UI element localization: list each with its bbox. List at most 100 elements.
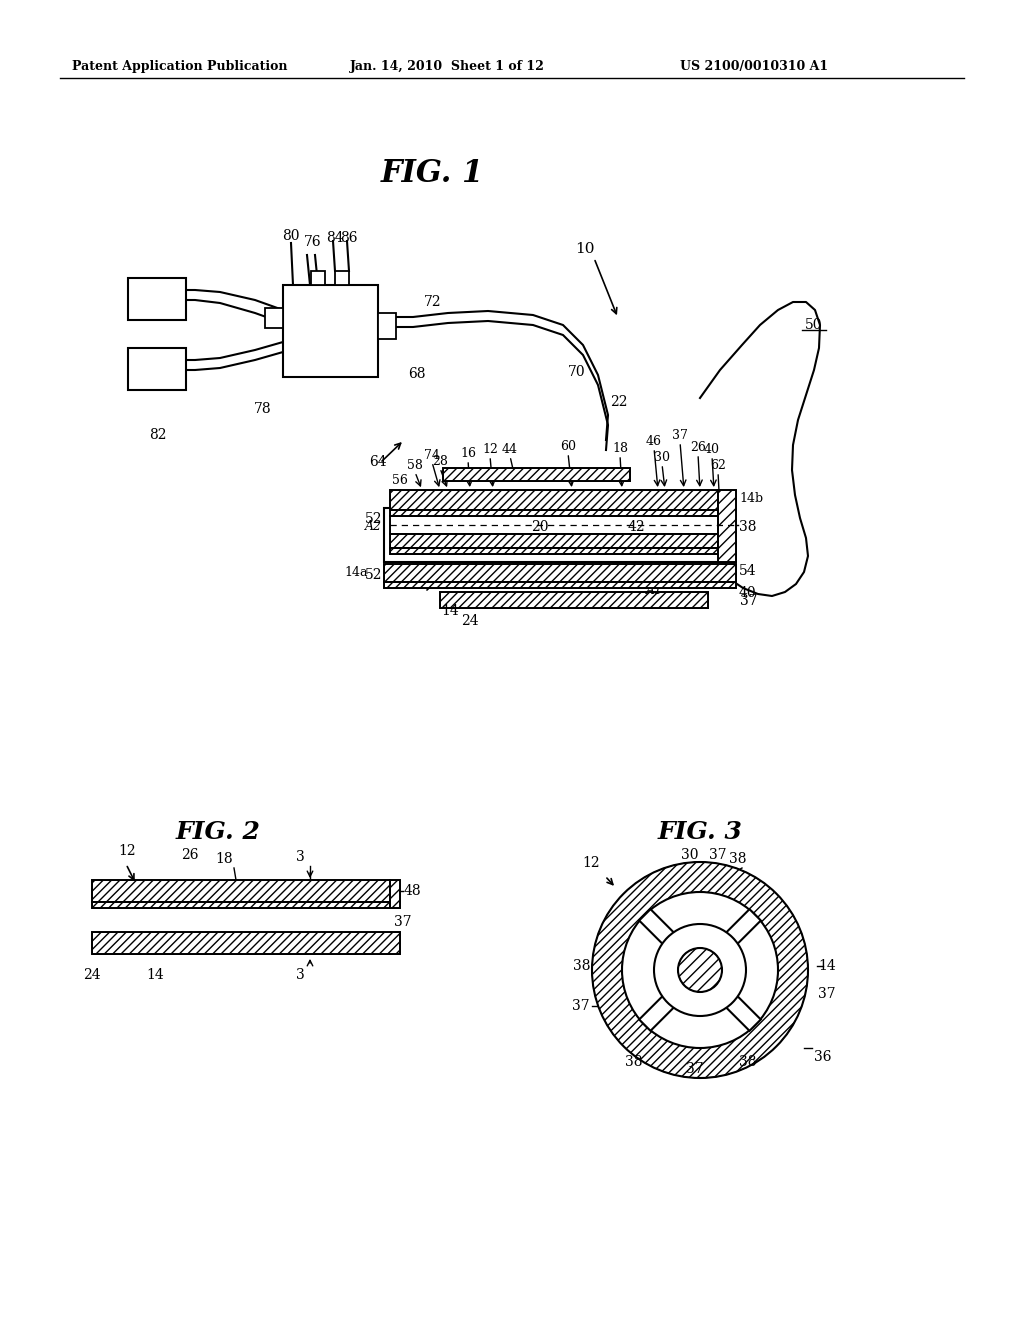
Bar — [128, 279, 186, 319]
Text: 60: 60 — [560, 440, 575, 453]
Text: 37: 37 — [394, 915, 412, 929]
Bar — [128, 348, 186, 389]
Bar — [384, 564, 736, 582]
Bar — [92, 932, 400, 954]
Text: 50: 50 — [805, 318, 822, 333]
Text: 14: 14 — [818, 960, 836, 973]
Text: A1: A1 — [646, 583, 663, 597]
Text: 37: 37 — [686, 1063, 703, 1076]
Text: 78: 78 — [254, 403, 271, 416]
Text: Patent Application Publication: Patent Application Publication — [72, 59, 288, 73]
Text: 72: 72 — [424, 294, 441, 309]
Text: 30: 30 — [654, 451, 670, 465]
Circle shape — [592, 862, 808, 1078]
Bar — [335, 271, 349, 285]
Bar — [92, 902, 390, 908]
Text: 37: 37 — [672, 429, 688, 442]
Text: 58: 58 — [408, 459, 423, 473]
Bar — [390, 548, 718, 554]
Bar — [390, 548, 718, 554]
Text: 82: 82 — [150, 428, 167, 442]
Bar — [283, 285, 378, 378]
Text: 46: 46 — [646, 436, 662, 447]
Bar — [390, 880, 400, 908]
Text: 64: 64 — [370, 455, 387, 469]
Text: 40: 40 — [705, 444, 720, 455]
Text: 68: 68 — [408, 367, 426, 381]
Text: 12: 12 — [482, 444, 498, 455]
Text: 52: 52 — [365, 512, 382, 525]
Bar — [311, 271, 325, 285]
Text: 18: 18 — [215, 851, 232, 866]
Text: 18: 18 — [612, 442, 628, 455]
Text: 38: 38 — [626, 1055, 643, 1069]
Text: Jan. 14, 2010  Sheet 1 of 12: Jan. 14, 2010 Sheet 1 of 12 — [350, 59, 545, 73]
Bar — [390, 490, 718, 510]
Bar — [92, 880, 390, 902]
Text: A2: A2 — [365, 520, 382, 532]
Text: 12: 12 — [583, 855, 600, 870]
Polygon shape — [639, 909, 690, 960]
Text: 24: 24 — [83, 968, 100, 982]
Text: 42: 42 — [628, 520, 645, 535]
Text: 48: 48 — [404, 884, 422, 898]
Text: 14: 14 — [441, 605, 459, 618]
Polygon shape — [710, 979, 761, 1031]
Text: 54: 54 — [739, 564, 757, 578]
Text: 14: 14 — [146, 968, 164, 982]
Text: 26: 26 — [690, 441, 706, 454]
Text: 32: 32 — [146, 286, 168, 304]
Bar — [92, 932, 400, 954]
Text: 24: 24 — [461, 614, 479, 628]
Text: 76: 76 — [304, 235, 322, 249]
Text: 12: 12 — [118, 843, 135, 858]
Text: 26: 26 — [181, 847, 199, 862]
Bar — [390, 490, 718, 510]
Text: 20: 20 — [531, 520, 549, 535]
Bar — [390, 510, 718, 516]
Text: 14a: 14a — [344, 565, 368, 578]
Text: 84: 84 — [327, 231, 344, 246]
Text: 62: 62 — [710, 459, 726, 473]
Bar — [384, 508, 734, 562]
Text: 86: 86 — [340, 231, 357, 246]
Bar — [390, 516, 718, 535]
Bar — [390, 510, 718, 516]
Text: 38: 38 — [729, 851, 746, 866]
Text: 38: 38 — [739, 520, 757, 535]
Text: FIG. 3: FIG. 3 — [657, 820, 742, 843]
Text: 36: 36 — [814, 1049, 831, 1064]
Bar — [384, 564, 736, 582]
Bar — [440, 591, 708, 609]
Bar — [390, 880, 400, 908]
Text: 28: 28 — [432, 455, 447, 469]
Bar — [92, 902, 390, 908]
Bar — [390, 535, 718, 548]
Text: 30: 30 — [681, 847, 698, 862]
Polygon shape — [710, 909, 761, 960]
Bar — [718, 490, 736, 562]
Bar — [378, 313, 396, 339]
Text: 44: 44 — [502, 444, 518, 455]
Text: 37: 37 — [710, 847, 727, 862]
Bar — [718, 490, 736, 562]
Text: 56: 56 — [392, 474, 408, 487]
Bar — [384, 582, 736, 587]
Circle shape — [622, 892, 778, 1048]
Text: FIG. 2: FIG. 2 — [175, 820, 260, 843]
Text: 3: 3 — [296, 850, 304, 865]
Bar — [384, 582, 736, 587]
Circle shape — [654, 924, 746, 1016]
Text: 14b: 14b — [739, 491, 763, 504]
Bar — [440, 591, 708, 609]
Text: 16: 16 — [460, 447, 476, 459]
Bar — [443, 469, 630, 480]
Text: 80: 80 — [283, 228, 300, 243]
Text: 66: 66 — [317, 308, 342, 325]
Bar — [92, 880, 390, 902]
Bar — [265, 308, 283, 327]
Text: 74: 74 — [424, 449, 440, 462]
Text: 40: 40 — [739, 586, 757, 601]
Text: 38: 38 — [739, 1055, 757, 1069]
Bar — [443, 469, 630, 480]
